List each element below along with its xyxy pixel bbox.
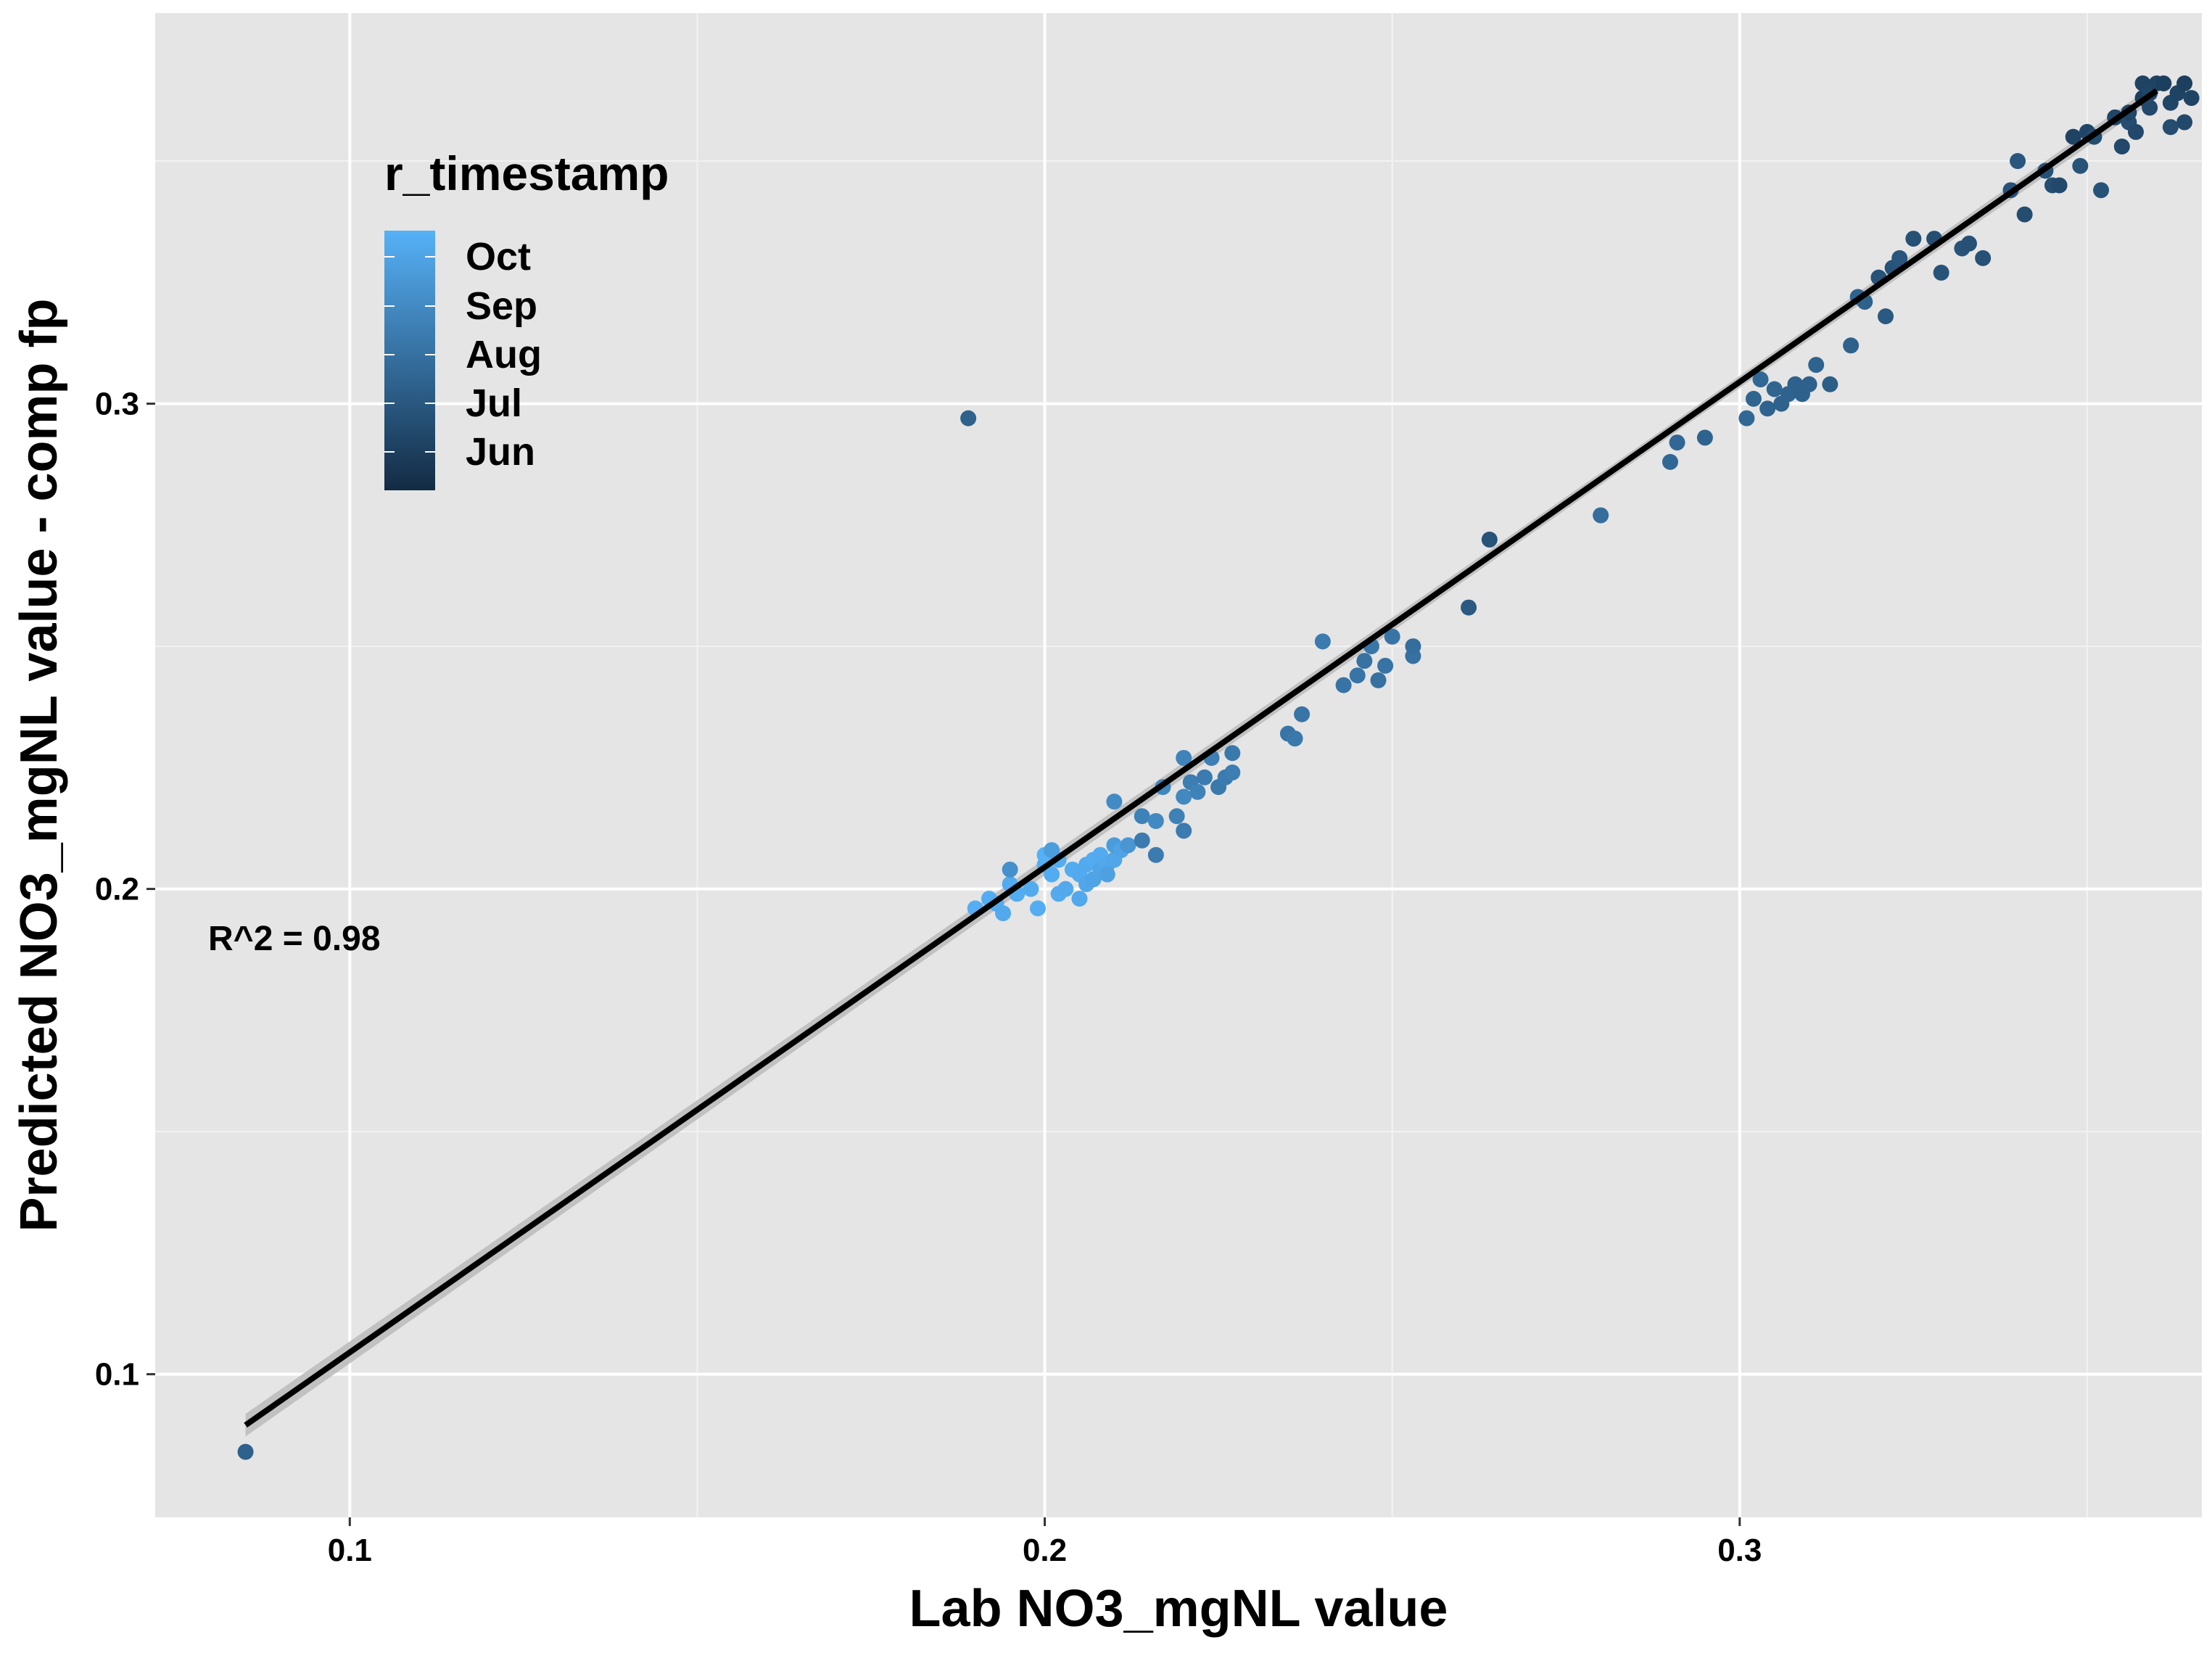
data-point	[2113, 138, 2130, 154]
data-point	[1057, 881, 1074, 897]
x-axis-title: Lab NO3_mgNL value	[909, 1580, 1448, 1638]
data-point	[2065, 128, 2081, 145]
data-point	[1147, 812, 1164, 829]
data-point	[1696, 429, 1713, 446]
data-point	[1134, 832, 1150, 849]
data-point	[1002, 861, 1018, 878]
legend-title: r_timestamp	[384, 147, 669, 200]
data-point	[1134, 808, 1150, 825]
data-point	[1120, 837, 1136, 854]
legend-ticks	[384, 256, 435, 453]
y-tick-label: 0.1	[95, 1357, 139, 1393]
data-point	[2142, 99, 2158, 116]
data-point	[1349, 667, 1366, 684]
data-point	[1176, 823, 1192, 839]
data-point	[2010, 153, 2026, 170]
legend-label: Aug	[466, 333, 542, 376]
data-point	[1377, 657, 1394, 674]
data-point	[1878, 308, 1894, 325]
data-point	[1960, 235, 1977, 252]
data-point	[2072, 157, 2089, 174]
x-tick-label: 0.3	[1717, 1533, 1762, 1568]
data-point	[1224, 764, 1241, 781]
legend-label: Oct	[466, 235, 531, 279]
data-point	[1176, 749, 1192, 766]
regression-line	[244, 88, 2159, 1428]
data-point	[1808, 357, 1825, 374]
data-point	[1099, 866, 1115, 883]
y-tick-label: 0.2	[95, 872, 139, 907]
data-point	[1314, 633, 1331, 650]
legend-labels: Oct Sep Aug Jul Jun	[466, 235, 542, 474]
data-point	[960, 410, 977, 426]
data-point	[1196, 769, 1213, 786]
data-point	[1481, 531, 1498, 548]
x-tick-label: 0.2	[1023, 1533, 1067, 1568]
data-point	[1933, 264, 1949, 281]
data-point	[2155, 75, 2172, 92]
y-axis-ticks: 0.1 0.2 0.3	[95, 387, 155, 1393]
r-squared-annotation: R^2 = 0.98	[208, 920, 381, 958]
data-point	[1106, 793, 1123, 810]
data-point	[1168, 808, 1185, 825]
data-point	[1766, 381, 1783, 397]
data-point	[2176, 75, 2193, 92]
data-point	[1176, 788, 1192, 805]
data-point	[1044, 866, 1060, 883]
legend-label: Jul	[466, 382, 522, 425]
data-point	[237, 1443, 254, 1460]
data-point	[1044, 842, 1060, 859]
data-point	[1822, 376, 1838, 392]
data-point	[1287, 730, 1303, 747]
data-point	[2016, 206, 2033, 223]
data-point	[1801, 376, 1817, 392]
data-point	[1662, 453, 1678, 470]
data-point	[1905, 231, 1922, 247]
y-axis-title: Predicted NO3_mgNL value - comp fp	[10, 299, 68, 1232]
data-point	[1071, 890, 1088, 907]
data-point	[2183, 90, 2200, 107]
data-point	[2051, 177, 2068, 194]
data-point	[1593, 507, 1609, 524]
data-point	[1745, 390, 1762, 407]
legend-label: Jun	[466, 430, 535, 474]
legend-label: Sep	[466, 284, 537, 328]
data-point	[1975, 250, 1992, 266]
data-point	[1405, 638, 1421, 655]
data-point	[1294, 706, 1311, 722]
data-point	[2162, 119, 2179, 136]
data-point	[1738, 410, 1755, 426]
legend-colorbar	[384, 231, 435, 490]
data-point	[1335, 677, 1352, 693]
data-point	[1461, 599, 1477, 616]
fit-line	[244, 88, 2159, 1428]
data-point	[2093, 182, 2110, 199]
data-point	[1147, 846, 1164, 863]
data-point	[1384, 628, 1400, 645]
data-point	[1370, 672, 1387, 688]
data-point	[1669, 434, 1685, 451]
data-point	[2176, 114, 2193, 131]
data-point	[1029, 900, 1046, 917]
data-point	[995, 905, 1012, 922]
data-point	[1224, 745, 1241, 762]
data-point	[1891, 250, 1908, 266]
data-point	[1023, 881, 1039, 897]
grid-lines	[155, 13, 2202, 1517]
data-point	[1843, 337, 1860, 354]
x-axis-ticks: 0.1 0.2 0.3	[328, 1517, 1762, 1568]
data-point	[1356, 653, 1373, 669]
data-point	[1759, 400, 1776, 417]
y-tick-label: 0.3	[95, 387, 139, 422]
legend: r_timestamp Oct Sep Aug Jul Jun	[384, 147, 669, 490]
x-tick-label: 0.1	[328, 1533, 372, 1568]
data-point	[1752, 371, 1769, 388]
data-point	[1189, 783, 1206, 800]
data-point	[2127, 123, 2144, 140]
plot-background	[155, 13, 2202, 1517]
